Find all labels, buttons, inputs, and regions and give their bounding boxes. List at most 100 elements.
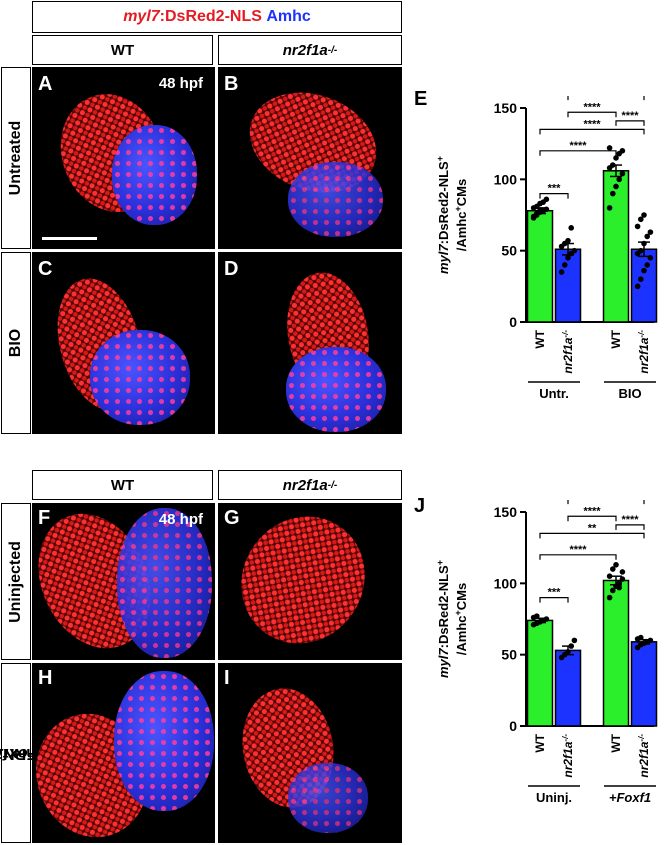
y-axis-label-gene: myl7 xyxy=(436,648,451,678)
x-category-sup: -/- xyxy=(637,330,646,338)
panel-label-C: C xyxy=(38,258,53,280)
bottom-col-mut-label: nr2f1a xyxy=(282,476,328,494)
x-category-name: nr2f1a xyxy=(561,337,575,373)
data-point xyxy=(641,267,647,274)
y-axis-label-line2: /Amhc+CMs xyxy=(453,583,469,655)
significance-bracket xyxy=(567,96,645,101)
y-axis-label-cms: CMs xyxy=(454,179,469,206)
micrograph-A: A 48 hpf xyxy=(32,67,215,249)
panel-label-A: A xyxy=(38,73,53,95)
group-label: +Foxf1 xyxy=(609,790,651,805)
y-axis-label-gene: myl7 xyxy=(436,244,451,274)
x-category-label: nr2f1a-/- xyxy=(637,734,652,778)
bottom-col-wt-label: WT xyxy=(110,476,135,494)
micrograph-D: D xyxy=(218,252,402,434)
chart-panel-label-J: J xyxy=(414,495,426,517)
top-col-wt-header: WT xyxy=(32,35,213,65)
significance-bracket xyxy=(539,150,617,156)
significance-label: **** xyxy=(569,140,587,152)
micrograph-I: I xyxy=(218,663,402,843)
data-point xyxy=(613,561,619,568)
panel-label-B: B xyxy=(224,73,239,95)
x-category-label: nr2f1a-/- xyxy=(561,330,576,374)
y-axis-label-amhc: /Amhc xyxy=(454,211,469,251)
top-col-mut-label: nr2f1a xyxy=(282,41,328,59)
group-label: Untr. xyxy=(539,386,569,401)
y-axis-label-sup2: + xyxy=(453,610,463,615)
significance-bracket xyxy=(567,111,617,118)
significance-bracket xyxy=(567,500,645,505)
y-axis-label-amhc: /Amhc xyxy=(454,615,469,655)
significance-label: **** xyxy=(621,514,639,526)
data-point xyxy=(565,255,571,261)
data-point xyxy=(638,276,644,282)
data-point xyxy=(619,569,626,575)
data-point xyxy=(619,148,626,154)
channel-legend: myl7:DsRed2-NLS Amhc xyxy=(32,1,402,33)
panel-label-G: G xyxy=(224,507,240,529)
y-tick-label: 100 xyxy=(494,575,518,591)
panel-label-D: D xyxy=(224,258,239,280)
x-category-label: nr2f1a-/- xyxy=(561,734,576,778)
x-category-name: WT xyxy=(609,733,623,752)
x-category-label: nr2f1a-/- xyxy=(637,330,652,374)
data-point xyxy=(543,206,550,213)
group-label: BIO xyxy=(618,386,641,401)
y-tick-label: 0 xyxy=(509,718,517,734)
data-point xyxy=(543,196,550,203)
y-axis-label-cms: CMs xyxy=(454,583,469,610)
significance-bracket xyxy=(539,128,645,135)
x-category-label: WT xyxy=(609,329,623,348)
x-category-sup: -/- xyxy=(637,734,646,742)
bottom-col-wt-header: WT xyxy=(32,470,213,500)
legend-reporter: :DsRed2-NLS xyxy=(159,8,262,25)
significance-bracket xyxy=(615,120,645,126)
data-point xyxy=(638,247,644,254)
panel-label-F: F xyxy=(38,507,51,529)
top-col-mut-header: nr2f1a -/- xyxy=(218,35,402,65)
data-point xyxy=(562,262,568,268)
data-point xyxy=(634,223,641,230)
bottom-col-mut-sup: -/- xyxy=(327,479,338,491)
y-axis-label-reporter: :DsRed2-NLS xyxy=(436,161,451,244)
significance-bracket xyxy=(539,193,569,199)
data-point xyxy=(571,637,578,644)
data-point xyxy=(647,637,654,644)
data-point xyxy=(610,162,616,168)
data-point xyxy=(571,247,578,254)
bar xyxy=(554,649,582,727)
data-point xyxy=(610,566,616,572)
x-category-label: WT xyxy=(533,733,547,752)
bar xyxy=(602,579,630,727)
bottom-col-mut-header: nr2f1a -/- xyxy=(218,470,402,500)
data-point xyxy=(606,573,613,579)
scale-bar xyxy=(42,237,97,240)
chart-J: myl7:DsRed2-NLS+/Amhc+CMs050100150******… xyxy=(435,500,658,805)
top-col-mut-sup: -/- xyxy=(327,44,338,56)
data-point xyxy=(606,205,613,211)
data-point xyxy=(568,225,574,231)
x-category-name: nr2f1a xyxy=(637,741,651,777)
data-point xyxy=(619,576,626,582)
data-point xyxy=(543,616,550,622)
y-tick-label: 150 xyxy=(494,100,518,116)
data-point xyxy=(638,634,644,641)
data-point xyxy=(537,207,543,214)
significance-label: ** xyxy=(588,522,597,534)
data-point xyxy=(558,269,565,275)
data-point xyxy=(613,155,619,161)
top-col-wt-label: WT xyxy=(110,41,135,59)
data-point xyxy=(619,170,626,177)
x-category-label: WT xyxy=(609,733,623,752)
top-row2-label-box: BIO xyxy=(1,252,31,434)
micrograph-F: F 48 hpf xyxy=(32,503,215,660)
data-point xyxy=(641,240,647,247)
significance-label: *** xyxy=(548,587,562,599)
data-point xyxy=(606,594,613,601)
significance-label: **** xyxy=(621,110,639,122)
top-row1-label-box: Untreated xyxy=(1,67,31,249)
bar xyxy=(526,209,554,323)
data-point xyxy=(568,643,574,649)
y-axis-label-line2: /Amhc+CMs xyxy=(453,179,469,251)
bar xyxy=(602,170,630,323)
